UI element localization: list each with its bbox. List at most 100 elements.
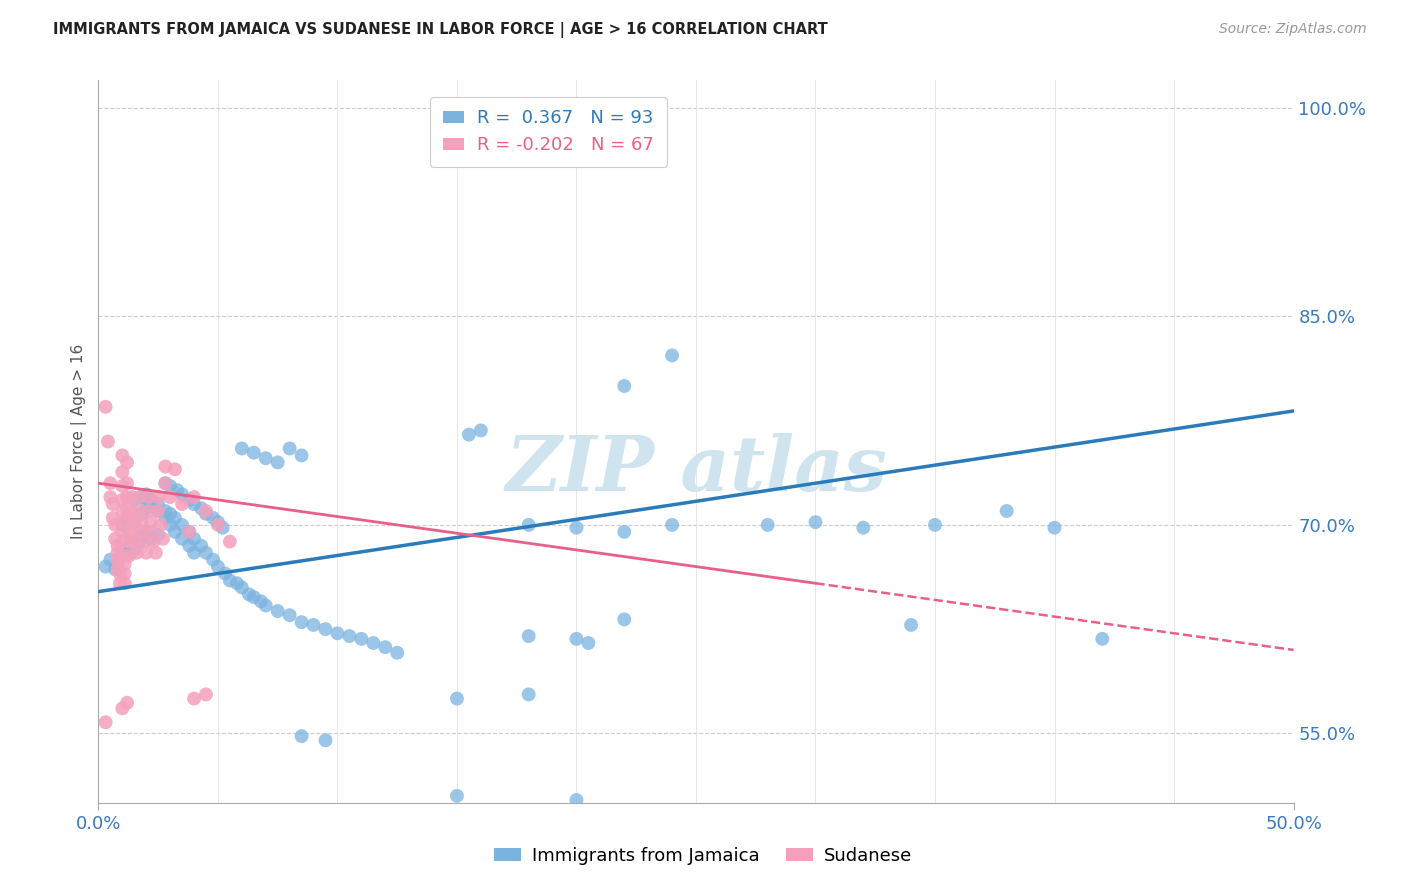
Point [183, 691, 205, 706]
Point [98, 552, 122, 566]
Point [374, 640, 396, 655]
Point [131, 507, 153, 521]
Point [125, 546, 148, 560]
Text: ZIP atlas: ZIP atlas [505, 434, 887, 508]
Point [446, 691, 468, 706]
Point [163, 462, 186, 476]
Point [243, 445, 266, 459]
Point [132, 534, 155, 549]
Point [101, 511, 124, 525]
Point [149, 517, 172, 532]
Point [315, 622, 337, 636]
Point [179, 524, 201, 539]
Point [121, 490, 143, 504]
Point [315, 733, 337, 747]
Point [124, 524, 146, 539]
Point [94, 559, 117, 574]
Point [226, 576, 249, 591]
Point [302, 618, 325, 632]
Point [1043, 521, 1066, 535]
Point [231, 581, 253, 595]
Point [163, 511, 186, 525]
Point [131, 524, 153, 539]
Point [924, 517, 946, 532]
Point [115, 549, 138, 563]
Point [195, 507, 218, 521]
Point [179, 539, 201, 553]
Point [111, 465, 134, 479]
Point [111, 546, 134, 560]
Point [155, 476, 177, 491]
Point [155, 504, 177, 518]
Point [107, 546, 129, 560]
Point [107, 552, 129, 566]
Point [124, 534, 146, 549]
Point [118, 511, 141, 525]
Point [118, 549, 141, 563]
Point [128, 534, 150, 549]
Point [118, 539, 141, 553]
Point [135, 487, 157, 501]
Point [202, 511, 225, 525]
Legend: R =  0.367   N = 93, R = -0.202   N = 67: R = 0.367 N = 93, R = -0.202 N = 67 [430, 96, 666, 167]
Point [458, 427, 481, 442]
Point [124, 542, 146, 557]
Point [190, 501, 212, 516]
Point [114, 557, 136, 571]
Point [118, 524, 141, 539]
Point [135, 524, 157, 539]
Point [291, 615, 314, 630]
Point [207, 559, 229, 574]
Point [115, 696, 138, 710]
Point [207, 515, 229, 529]
Point [254, 451, 277, 466]
Point [172, 532, 194, 546]
Point [108, 576, 131, 591]
Point [128, 490, 150, 504]
Point [565, 793, 588, 807]
Point [172, 497, 194, 511]
Point [172, 517, 194, 532]
Point [148, 504, 170, 518]
Point [94, 715, 117, 730]
Point [195, 688, 218, 702]
Point [159, 479, 181, 493]
Text: Source: ZipAtlas.com: Source: ZipAtlas.com [1219, 22, 1367, 37]
Point [517, 629, 540, 643]
Point [195, 504, 218, 518]
Point [214, 566, 236, 581]
Point [111, 701, 134, 715]
Point [111, 504, 134, 518]
Point [183, 497, 205, 511]
Legend: Immigrants from Jamaica, Sudanese: Immigrants from Jamaica, Sudanese [486, 840, 920, 872]
Point [350, 632, 373, 646]
Point [163, 524, 186, 539]
Point [291, 449, 314, 463]
Point [172, 487, 194, 501]
Point [804, 515, 827, 529]
Point [243, 590, 266, 604]
Point [135, 501, 157, 516]
Point [111, 549, 134, 563]
Point [254, 599, 277, 613]
Point [139, 532, 162, 546]
Point [852, 521, 875, 535]
Point [166, 483, 188, 498]
Point [152, 532, 174, 546]
Point [159, 507, 181, 521]
Point [111, 449, 134, 463]
Point [278, 608, 301, 623]
Point [207, 517, 229, 532]
Point [115, 501, 138, 516]
Point [148, 527, 170, 541]
Y-axis label: In Labor Force | Age > 16: In Labor Force | Age > 16 [72, 344, 87, 539]
Point [190, 539, 212, 553]
Point [565, 632, 588, 646]
Point [291, 729, 314, 743]
Point [183, 532, 205, 546]
Point [661, 517, 683, 532]
Point [94, 400, 117, 414]
Point [98, 476, 122, 491]
Point [121, 504, 143, 518]
Point [124, 515, 146, 529]
